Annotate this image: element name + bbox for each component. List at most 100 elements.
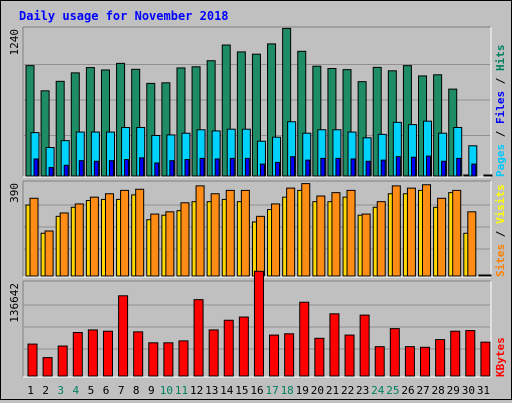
day-label-7: 7 — [118, 384, 125, 397]
bar-pages-day-26 — [410, 156, 416, 177]
bar-hits-day-10 — [161, 82, 171, 177]
day-label-16: 16 — [250, 384, 263, 397]
bar-hits-day-12 — [191, 66, 201, 177]
bar-kbytes-day-18 — [284, 333, 295, 377]
bar-hits-day-7 — [116, 62, 126, 177]
day-label-27: 27 — [416, 384, 429, 397]
day-label-9: 9 — [148, 384, 155, 397]
day-label-3: 3 — [57, 384, 64, 397]
legend-separator: / — [494, 224, 507, 244]
bar-kbytes-day-6 — [102, 330, 113, 377]
bar-hits-day-3 — [55, 80, 65, 177]
axis-max-label: 390 — [8, 183, 21, 203]
bar-pages-day-14 — [229, 157, 235, 177]
bar-pages-day-31 — [486, 174, 492, 177]
legend-kbytes: KBytes — [494, 337, 507, 377]
bar-pages-day-15 — [244, 157, 250, 177]
bar-kbytes-day-15 — [238, 316, 249, 377]
bar-hits-day-4 — [70, 72, 80, 177]
chart-title: Daily usage for November 2018 — [19, 9, 229, 23]
bar-hits-day-14 — [221, 44, 231, 177]
bar-sites-day-28 — [437, 197, 447, 277]
bar-kbytes-day-21 — [329, 313, 340, 377]
bar-kbytes-day-2 — [42, 357, 53, 377]
bar-hits-day-19 — [297, 50, 307, 177]
bar-kbytes-day-5 — [87, 329, 98, 377]
bar-kbytes-day-10 — [163, 342, 174, 377]
bar-pages-day-29 — [456, 157, 462, 177]
bar-kbytes-day-23 — [359, 314, 370, 377]
day-label-20: 20 — [311, 384, 324, 397]
bar-pages-day-2 — [48, 167, 54, 177]
day-label-4: 4 — [73, 384, 80, 397]
day-label-17: 17 — [265, 384, 278, 397]
bar-sites-day-9 — [150, 213, 160, 277]
day-label-10: 10 — [160, 384, 173, 397]
day-label-28: 28 — [432, 384, 445, 397]
bar-pages-day-22 — [350, 158, 356, 177]
bar-kbytes-day-25 — [389, 328, 400, 377]
bar-hits-day-8 — [131, 68, 141, 177]
bar-sites-day-16 — [255, 215, 265, 277]
bar-hits-day-26 — [402, 65, 412, 177]
legend-hits: Hits — [494, 45, 507, 72]
bar-kbytes-day-3 — [57, 345, 68, 377]
legend-hits-files-pages: Pages / Files / Hits — [494, 45, 507, 178]
bar-kbytes-day-20 — [314, 337, 325, 377]
bar-pages-day-5 — [93, 160, 99, 177]
bar-kbytes-day-7 — [118, 295, 129, 377]
bar-hits-day-28 — [433, 74, 443, 177]
bar-sites-day-25 — [391, 185, 401, 277]
bar-pages-day-10 — [169, 160, 175, 177]
bar-pages-day-16 — [259, 163, 265, 177]
bar-hits-day-16 — [251, 53, 261, 177]
legend-separator: / — [494, 124, 507, 144]
bar-pages-day-18 — [290, 156, 296, 177]
day-label-6: 6 — [103, 384, 110, 397]
legend-sites-visits: Sites / Visits — [494, 184, 507, 277]
legend-kbytes: KBytes — [494, 337, 507, 377]
axis-max-label: 136642 — [8, 283, 21, 323]
bar-sites-day-22 — [346, 189, 356, 277]
bar-kbytes-day-8 — [133, 331, 144, 377]
bar-sites-day-30 — [467, 211, 477, 277]
day-label-31: 31 — [477, 384, 490, 397]
bar-sites-day-18 — [286, 187, 296, 277]
legend-sites: Sites — [494, 244, 507, 277]
bar-pages-day-6 — [108, 160, 114, 177]
bar-pages-day-23 — [365, 160, 371, 177]
bar-sites-day-23 — [361, 213, 371, 277]
day-label-30: 30 — [462, 384, 475, 397]
bar-pages-day-19 — [305, 159, 311, 177]
bar-sites-day-17 — [271, 203, 281, 277]
bar-hits-day-13 — [206, 60, 216, 177]
bar-hits-day-24 — [372, 66, 382, 177]
bar-hits-day-17 — [267, 43, 277, 177]
bar-sites-day-15 — [240, 189, 250, 277]
bar-sites-day-24 — [376, 201, 386, 277]
day-label-21: 21 — [326, 384, 339, 397]
bar-pages-day-11 — [184, 159, 190, 177]
bar-pages-day-7 — [124, 159, 130, 177]
day-label-15: 15 — [235, 384, 248, 397]
day-label-24: 24 — [371, 384, 385, 397]
bar-pages-day-4 — [78, 160, 84, 177]
bar-kbytes-day-11 — [178, 340, 189, 377]
bar-pages-day-20 — [320, 157, 326, 177]
bar-hits-day-21 — [327, 68, 337, 177]
bar-sites-day-31 — [482, 274, 492, 277]
bar-pages-day-13 — [214, 158, 220, 177]
bar-hits-day-18 — [282, 27, 292, 177]
day-label-2: 2 — [42, 384, 49, 397]
bar-hits-day-9 — [146, 82, 156, 177]
bar-pages-day-25 — [395, 156, 401, 177]
bar-hits-day-11 — [176, 67, 186, 177]
day-label-14: 14 — [220, 384, 234, 397]
day-label-22: 22 — [341, 384, 354, 397]
bar-kbytes-day-1 — [27, 343, 38, 377]
bar-hits-day-22 — [342, 69, 352, 177]
bar-sites-day-7 — [120, 189, 130, 277]
bar-hits-day-23 — [357, 81, 367, 177]
legend-files: Files — [494, 91, 507, 124]
